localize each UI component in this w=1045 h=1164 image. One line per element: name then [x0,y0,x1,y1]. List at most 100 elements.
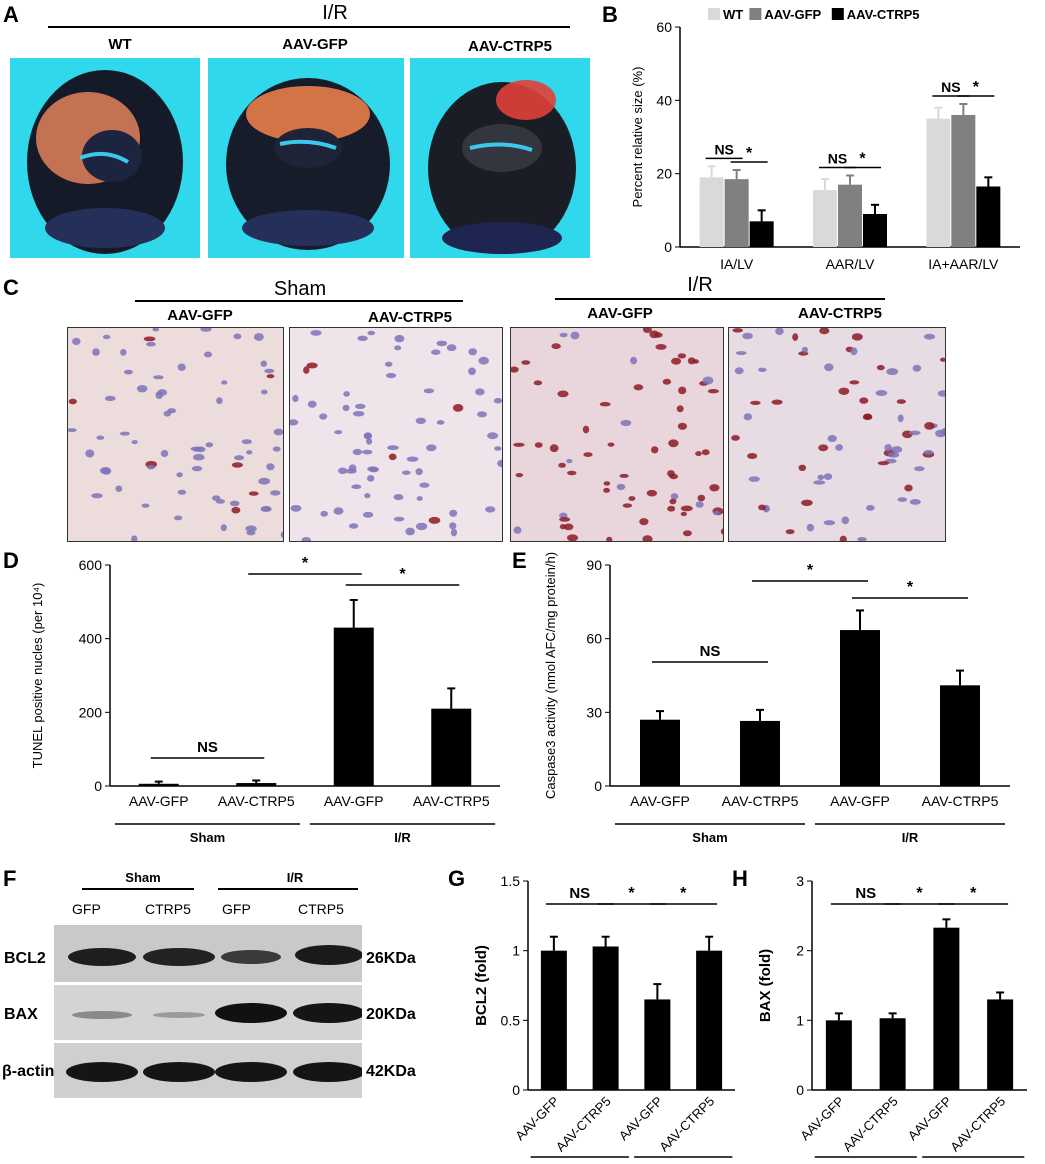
legend-label: AAV-GFP [764,7,821,22]
legend-label: AAV-CTRP5 [847,7,920,22]
y-tick-label: 0 [594,778,602,794]
bar [640,719,680,786]
y-tick-label: 1 [512,943,520,959]
y-tick-label: 0 [664,239,672,255]
x-tick-label: AAV-CTRP5 [553,1094,614,1155]
significance-label: NS [714,141,733,157]
x-tick-label: AAV-CTRP5 [922,793,999,809]
panel-f-sham-label: Sham [125,870,161,885]
band-name-bcl2: BCL2 [4,950,46,967]
bar [863,214,887,247]
panel-c-label: C [3,275,19,300]
y-tick-label: 600 [79,557,103,573]
y-axis-label: TUNEL positive nucles (per 10⁴) [30,583,45,769]
band-size-beta-actin: 42KDa [366,1063,416,1080]
group-label: Sham [190,830,225,845]
bar [976,186,1001,247]
y-tick-label: 1 [796,1012,804,1028]
bar [644,999,671,1090]
chart-e: 0 30 60 90 Caspase3 activity (nmol AFC/mg pr… [543,552,1010,845]
significance-label: NS [569,885,590,902]
significance-label: * [970,885,977,902]
panel-a-group-line [48,26,570,28]
bar [879,1018,906,1090]
y-tick-label: 60 [656,19,672,35]
significance-label: * [907,579,914,596]
significance-label: * [302,555,309,572]
panel-a-label-wt: WT [108,36,132,53]
tunel-image-sham-aav-ctrp5 [289,327,503,542]
x-tick-label: AAV-GFP [324,793,384,809]
tunel-image-ir-aav-ctrp5 [728,327,946,542]
bar [951,115,976,247]
significance-label: * [916,885,923,902]
x-tick-label: AAV-GFP [797,1094,847,1144]
panel-c-sham-label: Sham [273,278,327,300]
x-tick-label: IA+AAR/LV [928,256,999,272]
bar [540,950,567,1090]
legend-swatch [831,8,844,20]
bar [696,950,723,1090]
panel-a-label-aav-gfp: AAV-GFP [282,36,348,53]
y-axis-label: BAX (fold) [757,949,774,1022]
panel-c-ir-line [555,298,885,300]
panel-c-label-sham-ctrp5: AAV-CTRP5 [368,309,452,326]
band-name-beta-actin: β-actin [2,1063,55,1080]
heart-image-aav-ctrp5 [410,58,590,258]
y-tick-label: 30 [586,704,602,720]
x-tick-label: AAV-GFP [616,1094,666,1144]
bar [724,179,749,247]
heart-image-wt [10,58,200,258]
bar [926,118,951,248]
bar [431,708,472,786]
x-tick-label: AAV-CTRP5 [947,1094,1008,1155]
band-size-bcl2: 26KDa [366,950,416,967]
panel-f-sham-line [82,888,194,890]
legend-swatch [749,8,762,20]
bar [987,999,1014,1090]
panel-c-ir-label: I/R [687,274,713,296]
y-tick-label: 0 [94,778,102,794]
y-tick-label: 0 [796,1082,804,1098]
blot-strip-bcl2 [54,925,363,982]
bar [933,927,960,1090]
x-tick-label: AAV-CTRP5 [722,793,799,809]
significance-label: NS [700,643,721,660]
group-label: Sham [692,830,727,845]
x-tick-label: AAV-GFP [905,1094,955,1144]
y-tick-label: 3 [796,873,804,889]
bar [813,190,837,247]
panel-c-label-ir-gfp: AAV-GFP [587,305,653,322]
y-axis-label: Caspase3 activity (nmol AFC/mg protein/h… [543,552,558,799]
x-tick-label: AAV-GFP [512,1094,562,1144]
lane-label-2: CTRP5 [145,901,191,917]
x-tick-label: AAV-CTRP5 [413,793,490,809]
significance-label: NS [197,739,218,756]
panel-f-ir-line [218,888,358,890]
x-tick-label: AAV-CTRP5 [840,1094,901,1155]
significance-label: * [859,151,866,168]
legend-label: WT [723,7,743,22]
x-tick-label: AAR/LV [826,256,875,272]
x-tick-label: AAV-GFP [630,793,690,809]
legend-swatch [708,8,720,20]
panel-d-label: D [3,548,19,573]
x-tick-label: AAV-GFP [830,793,890,809]
tunel-image-ir-aav-gfp [510,327,724,542]
panel-a-label: A [3,2,19,27]
panel-g-label: G [448,866,466,891]
bar [838,184,862,247]
significance-label: * [628,885,635,902]
y-tick-label: 0.5 [501,1012,521,1028]
band-name-bax: BAX [4,1006,38,1023]
y-tick-label: 0 [512,1082,520,1098]
bar [236,783,277,786]
lane-label-4: CTRP5 [298,901,344,917]
bar [740,720,780,786]
significance-label: * [399,566,406,583]
panel-h-label: H [732,866,748,891]
chart-d: 0 200 400 600 TUNEL positive nucles (per 10⁴… [30,555,500,845]
panel-f-label: F [3,866,17,891]
